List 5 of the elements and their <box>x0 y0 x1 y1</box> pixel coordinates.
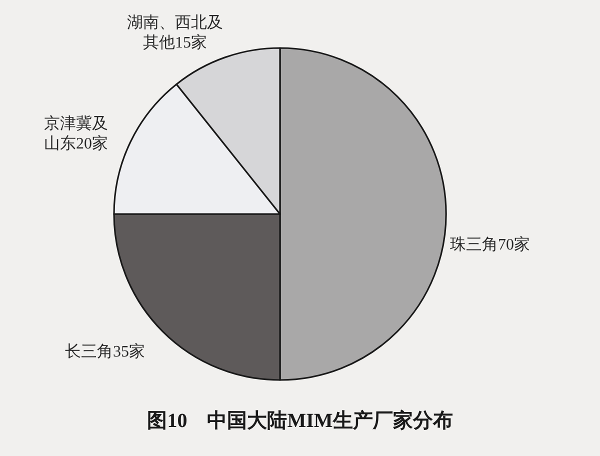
slice-label: 珠三角70家 <box>450 236 530 254</box>
slice-label: 长三角35家 <box>65 342 145 360</box>
text: 图10 中国大陆MIM生产厂家分布 <box>147 409 453 432</box>
slice-label: 京津冀及山东20家 <box>44 114 108 152</box>
slice-label: 湖南、西北及其他15家 <box>127 14 223 52</box>
